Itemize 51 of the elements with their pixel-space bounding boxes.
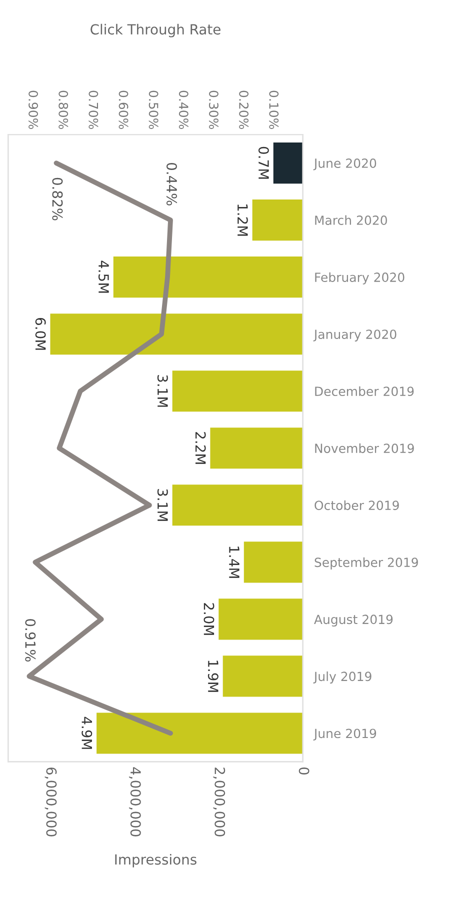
bar xyxy=(113,256,303,298)
y-tick-label: August 2019 xyxy=(314,614,393,627)
data-label: 0.44% xyxy=(166,162,177,206)
data-label: 1.4M xyxy=(229,546,240,578)
x2-tick-label: 0.90% xyxy=(28,90,38,129)
x2-tick-label: 0.60% xyxy=(118,90,128,129)
x2-axis-title: Click Through Rate xyxy=(90,24,220,38)
x2-tick-label: 0.30% xyxy=(209,90,218,129)
data-label: 0.82% xyxy=(52,178,63,220)
x-tick-label: 2,000,000 xyxy=(213,768,226,836)
x2-tick-label: 0.70% xyxy=(88,90,98,129)
bar xyxy=(172,370,303,412)
bar xyxy=(172,484,303,526)
bar xyxy=(273,142,303,184)
data-label: 1.9M xyxy=(208,660,218,692)
x2-tick-label: 0.80% xyxy=(58,90,68,129)
x-tick-label: 6,000,000 xyxy=(44,768,57,836)
x2-tick-label: 0.50% xyxy=(148,90,158,129)
y-tick-label: June 2020 xyxy=(313,158,376,170)
x2-tick-label: 0.10% xyxy=(269,90,279,129)
data-label: 3.1M xyxy=(157,375,168,407)
data-label: 4.9M xyxy=(82,716,92,749)
y-tick-label: February 2020 xyxy=(315,272,404,284)
x-tick-label: 0 xyxy=(298,768,310,775)
y-tick-label: November 2019 xyxy=(315,443,414,454)
data-label: 2.2M xyxy=(196,432,206,464)
y-tick-label: December 2019 xyxy=(315,386,414,396)
x-tick-label: 4,000,000 xyxy=(128,767,141,836)
x-axis-title: Impressions xyxy=(115,854,196,868)
y-tick-label: March 2020 xyxy=(315,215,388,225)
bar xyxy=(96,712,303,754)
bar xyxy=(50,314,303,355)
y-tick-label: July 2019 xyxy=(313,671,372,684)
y-tick-label: June 2019 xyxy=(313,728,376,740)
bar xyxy=(222,656,303,697)
data-label: 0.7M xyxy=(258,146,269,179)
y-tick-label: September 2019 xyxy=(314,557,418,570)
y-tick-label: January 2020 xyxy=(313,330,396,342)
bar xyxy=(210,428,303,469)
data-label: 3.1M xyxy=(157,489,168,521)
bar xyxy=(252,200,303,241)
data-label: 0.91% xyxy=(25,619,36,662)
data-label: 2.0M xyxy=(204,603,214,635)
data-label: 6.0M xyxy=(35,318,46,350)
data-label: 1.2M xyxy=(238,204,248,236)
y-tick-label: October 2019 xyxy=(314,500,399,510)
x2-tick-label: 0.40% xyxy=(178,90,188,129)
bar xyxy=(244,542,303,583)
bar xyxy=(218,598,303,640)
x2-tick-label: 0.20% xyxy=(239,90,249,129)
data-label: 4.5M xyxy=(98,260,109,293)
